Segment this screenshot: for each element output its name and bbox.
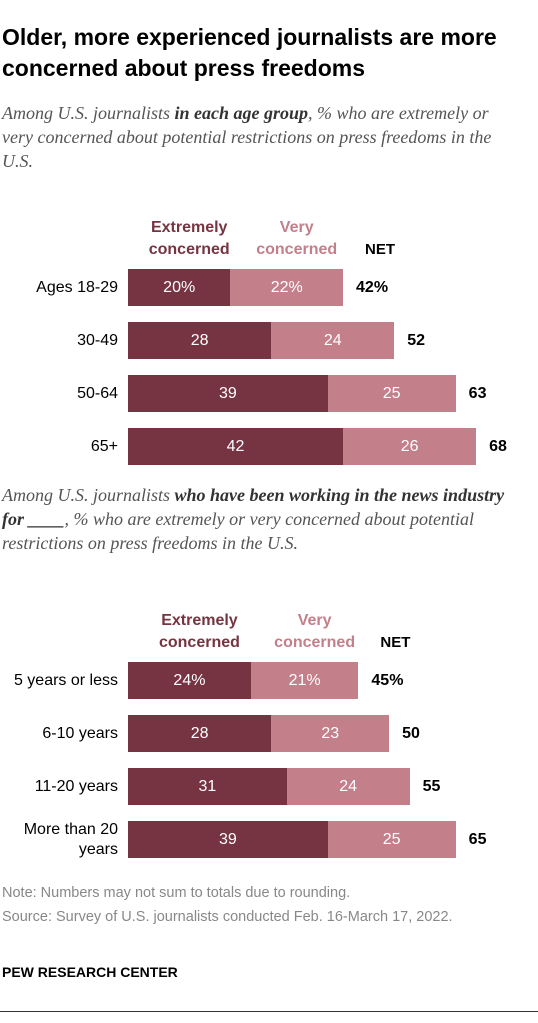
legend-label: Extremely concerned xyxy=(148,219,230,258)
bar-segment: 28 xyxy=(128,322,272,359)
bar-row: 50-64 39 25 63 xyxy=(0,367,538,420)
bar-segment: 24 xyxy=(271,322,395,359)
subtitle-part: Among U.S. journalists xyxy=(2,485,175,505)
category-label: 30-49 xyxy=(77,331,118,349)
bar-row: 65+ 42 26 68 xyxy=(0,420,538,473)
legend: Extremely concerned Very concerned NET xyxy=(0,211,538,261)
category-label: More than 20 years xyxy=(23,820,118,858)
value-label: 26 xyxy=(400,437,419,455)
bar-row: 5 years or less 24% 21% 45% xyxy=(0,654,538,707)
bar-segment: 21% xyxy=(250,662,359,699)
bar-segment: 26 xyxy=(343,428,477,465)
rule xyxy=(0,1011,538,1012)
bar-segment: 25 xyxy=(327,821,456,858)
bar-segment: 39 xyxy=(128,821,328,858)
value-label: 28 xyxy=(190,724,209,742)
value-label: 24% xyxy=(173,671,206,689)
bar-row: 6-10 years 28 23 50 xyxy=(0,707,538,760)
net-label: 63 xyxy=(468,384,487,402)
category-label: Ages 18-29 xyxy=(36,278,118,296)
category-label: 65+ xyxy=(90,437,118,455)
value-label: 22% xyxy=(270,278,303,296)
bar-row: More than 20 years 39 25 65 xyxy=(0,813,538,866)
value-label: 39 xyxy=(218,384,237,402)
bar-segment: 24 xyxy=(286,768,410,805)
net-label: 52 xyxy=(407,331,426,349)
net-label: 45% xyxy=(371,671,404,689)
value-label: 31 xyxy=(198,777,217,795)
subtitle-part: in each age group xyxy=(174,103,309,123)
bar-segment: 39 xyxy=(128,375,328,412)
value-label: 39 xyxy=(218,830,237,848)
subtitle-part: , % who are extremely or very concerned … xyxy=(2,509,475,553)
footer: PEW RESEARCH CENTER xyxy=(2,964,178,980)
bar-segment: 28 xyxy=(128,715,272,752)
bar-segment: 25 xyxy=(327,375,456,412)
category-label: 50-64 xyxy=(77,384,118,402)
bar-segment: 42 xyxy=(128,428,344,465)
legend-label: Very concerned xyxy=(256,219,338,258)
chart: Extremely concerned Very concerned NET Ages… xyxy=(0,211,538,473)
subtitle-part: , % who are extremely or very concerned … xyxy=(2,103,492,171)
net-header: NET xyxy=(380,634,411,651)
net-label: 55 xyxy=(422,777,441,795)
bar-segment: 22% xyxy=(230,269,344,306)
bar-segment: 20% xyxy=(128,269,231,306)
value-label: 21% xyxy=(288,671,321,689)
net-label: 65 xyxy=(468,830,487,848)
bar-row: Ages 18-29 20% 22% 42% xyxy=(0,261,538,314)
net-label: 68 xyxy=(489,437,507,455)
value-label: 28 xyxy=(190,331,209,349)
bar-row: 11-20 years 31 24 55 xyxy=(0,760,538,813)
category-label: 5 years or less xyxy=(13,671,118,689)
chart: Extremely concerned Very concerned NET 5 ye… xyxy=(0,604,538,866)
net-label: 50 xyxy=(402,724,420,742)
subtitle-part: who have been working in the news indust… xyxy=(2,485,505,529)
value-label: 42 xyxy=(226,437,245,455)
bar-segment: 31 xyxy=(128,768,287,805)
subtitle: Among U.S. journalists who have been wor… xyxy=(2,483,522,555)
bar-row: 30-49 28 24 52 xyxy=(0,314,538,367)
legend-label: Extremely concerned xyxy=(158,612,240,651)
category-label: 11-20 years xyxy=(34,777,118,795)
subtitle-part: Among U.S. journalists xyxy=(2,103,175,123)
value-label: 25 xyxy=(382,384,401,402)
legend-label: Very concerned xyxy=(274,612,356,651)
legend: Extremely concerned Very concerned NET xyxy=(0,604,538,654)
value-label: 24 xyxy=(323,331,342,349)
category-label: 6-10 years xyxy=(42,724,118,742)
value-label: 20% xyxy=(163,278,196,296)
net-header: NET xyxy=(365,241,396,258)
title: Older, more experienced journalists are … xyxy=(2,24,497,81)
bar-segment: 24% xyxy=(128,662,251,699)
value-label: 25 xyxy=(382,830,401,848)
subtitle: Among U.S. journalists in each age group… xyxy=(2,101,522,173)
value-label: 24 xyxy=(339,777,358,795)
net-label: 42% xyxy=(356,278,389,296)
note: Note: Numbers may not sum to totals due … xyxy=(2,885,351,901)
source: Source: Survey of U.S. journalists condu… xyxy=(2,909,453,925)
bar-segment: 23 xyxy=(271,715,390,752)
value-label: 23 xyxy=(321,724,340,742)
